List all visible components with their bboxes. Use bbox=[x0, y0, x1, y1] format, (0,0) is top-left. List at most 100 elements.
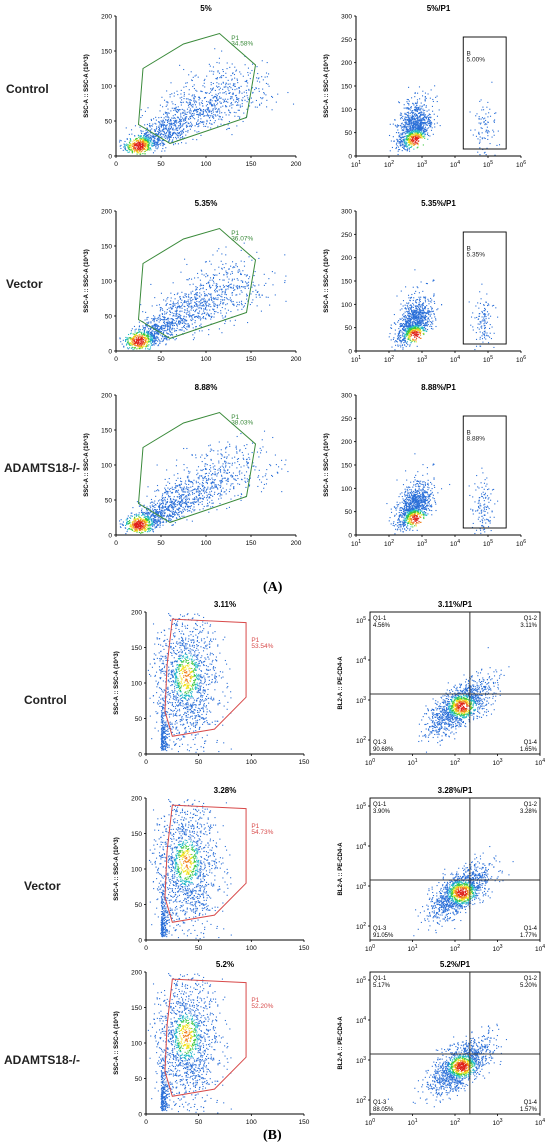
quadrant-percent: 91.05% bbox=[373, 933, 394, 939]
y-tick-label: 50 bbox=[135, 1076, 143, 1083]
y-tick-label: 50 bbox=[105, 498, 113, 505]
plot-title: 8.88% bbox=[195, 383, 218, 392]
gate-p1 bbox=[137, 227, 257, 339]
x-tick-label: 102 bbox=[384, 355, 394, 364]
x-tick-label: 103 bbox=[492, 758, 502, 767]
scatter-plot-fsc-ssc: 3.11%SSC-A :: SSC-A (10^3)P153.54%050100… bbox=[114, 600, 310, 766]
y-tick-label: 0 bbox=[348, 349, 352, 356]
quadrant-name: Q1-2 bbox=[524, 616, 538, 622]
scatter-plot-fsc-ssc: 8.88%SSC-A :: SSC-A (10^3)P138.03%050100… bbox=[84, 383, 302, 547]
plot-title: 5.2% bbox=[216, 960, 234, 969]
y-axis-label: SSC-A :: SSC-A (10^3) bbox=[84, 433, 90, 496]
gate-p1 bbox=[164, 804, 247, 923]
plot-frame bbox=[369, 611, 541, 755]
y-tick-label: 200 bbox=[101, 14, 112, 21]
y-tick-label: 102 bbox=[356, 922, 366, 931]
x-tick-label: 103 bbox=[417, 539, 427, 548]
x-tick-label: 100 bbox=[365, 1118, 375, 1127]
x-tick-label: 106 bbox=[516, 539, 526, 548]
x-tick-label: 105 bbox=[483, 539, 493, 548]
y-tick-label: 150 bbox=[101, 428, 112, 435]
y-tick-label: 150 bbox=[101, 49, 112, 56]
gate-percent: 38.03% bbox=[231, 419, 253, 426]
quadrant-name: Q1-4 bbox=[524, 1100, 538, 1106]
quadrant-percent: 1.77% bbox=[520, 933, 538, 939]
quadrant-name: Q1-4 bbox=[524, 740, 538, 746]
row-label: Vector bbox=[24, 879, 61, 893]
y-tick-label: 300 bbox=[341, 393, 352, 400]
y-tick-label: 100 bbox=[101, 463, 112, 470]
y-tick-label: 200 bbox=[341, 439, 352, 446]
gate-percent: 52.20% bbox=[251, 1003, 273, 1010]
event-dots bbox=[388, 269, 499, 351]
x-tick-label: 103 bbox=[417, 355, 427, 364]
row-label: Control bbox=[24, 693, 67, 707]
gate-percent: 53.54% bbox=[251, 643, 273, 650]
y-tick-label: 150 bbox=[131, 1005, 142, 1012]
y-tick-label: 0 bbox=[348, 533, 352, 540]
x-tick-label: 50 bbox=[157, 161, 165, 168]
plot-frame bbox=[369, 797, 541, 941]
y-tick-label: 200 bbox=[131, 610, 142, 617]
y-tick-label: 150 bbox=[341, 463, 352, 470]
y-tick-label: 200 bbox=[341, 255, 352, 262]
y-tick-label: 50 bbox=[345, 325, 353, 332]
gate-b bbox=[462, 36, 507, 150]
y-tick-label: 250 bbox=[341, 37, 352, 44]
y-tick-label: 50 bbox=[135, 716, 143, 723]
y-tick-label: 102 bbox=[356, 736, 366, 745]
x-tick-label: 100 bbox=[246, 1119, 257, 1126]
event-dots bbox=[147, 973, 232, 1114]
y-tick-label: 200 bbox=[131, 796, 142, 803]
scatter-plot-fsc-ssc: 3.28%SSC-A :: SSC-A (10^3)P154.73%050100… bbox=[114, 786, 310, 952]
y-tick-label: 50 bbox=[105, 314, 113, 321]
quadrant-percent: 5.20% bbox=[520, 983, 538, 989]
x-tick-label: 50 bbox=[157, 356, 165, 363]
plot-title: 5.35% bbox=[195, 199, 218, 208]
x-tick-label: 106 bbox=[516, 355, 526, 364]
y-tick-label: 50 bbox=[105, 119, 113, 126]
x-tick-label: 100 bbox=[246, 759, 257, 766]
y-tick-label: 103 bbox=[356, 696, 366, 705]
x-tick-label: 150 bbox=[299, 759, 310, 766]
x-tick-label: 102 bbox=[384, 539, 394, 548]
x-tick-label: 0 bbox=[144, 945, 148, 952]
y-tick-label: 105 bbox=[356, 616, 366, 625]
y-tick-label: 250 bbox=[341, 416, 352, 423]
x-tick-label: 100 bbox=[201, 356, 212, 363]
event-dots bbox=[119, 242, 287, 351]
y-tick-label: 0 bbox=[108, 154, 112, 161]
x-tick-label: 101 bbox=[351, 160, 361, 169]
x-tick-label: 0 bbox=[114, 356, 118, 363]
y-axis-label: SSC-A :: SSC-A (10^3) bbox=[114, 837, 120, 900]
quadrant-name: Q1-3 bbox=[373, 740, 387, 746]
y-tick-label: 104 bbox=[356, 656, 366, 665]
y-tick-label: 150 bbox=[341, 84, 352, 91]
quadrant-percent: 4.56% bbox=[373, 623, 391, 629]
y-tick-label: 0 bbox=[138, 752, 142, 759]
plot-title: 5%/P1 bbox=[427, 4, 451, 13]
y-axis-label: SSC-A :: SSC-A (10^3) bbox=[114, 1011, 120, 1074]
y-tick-label: 103 bbox=[356, 1056, 366, 1065]
y-tick-label: 150 bbox=[101, 244, 112, 251]
plot-title: 3.11% bbox=[214, 600, 236, 609]
y-tick-label: 104 bbox=[356, 1016, 366, 1025]
y-tick-label: 50 bbox=[345, 509, 353, 516]
y-tick-label: 100 bbox=[101, 84, 112, 91]
x-tick-label: 200 bbox=[291, 161, 302, 168]
plot-title: 5% bbox=[200, 4, 212, 13]
x-tick-label: 50 bbox=[195, 759, 203, 766]
x-tick-label: 103 bbox=[492, 944, 502, 953]
y-tick-label: 103 bbox=[356, 882, 366, 891]
y-tick-label: 0 bbox=[138, 1112, 142, 1119]
gate-percent: 5.00% bbox=[467, 56, 486, 63]
gate-name: P1 bbox=[251, 997, 259, 1004]
gate-percent: 5.35% bbox=[467, 251, 486, 258]
y-tick-label: 0 bbox=[348, 154, 352, 161]
x-tick-label: 102 bbox=[450, 1118, 460, 1127]
y-tick-label: 100 bbox=[341, 486, 352, 493]
